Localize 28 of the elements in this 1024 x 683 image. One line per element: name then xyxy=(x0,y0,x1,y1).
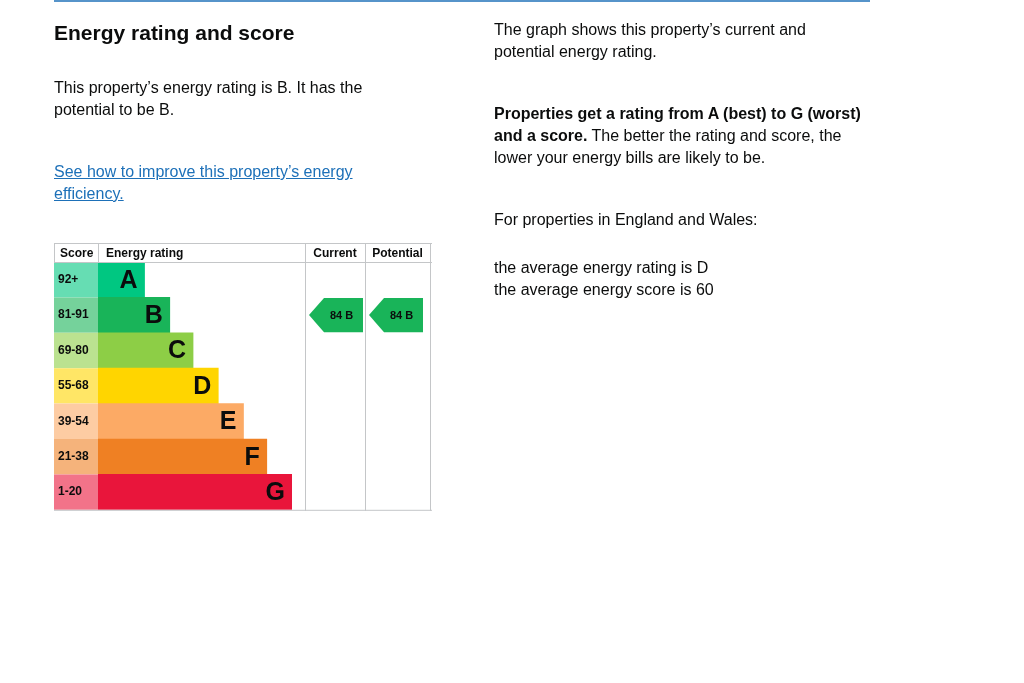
y-tick-label: 1-20 xyxy=(58,484,83,499)
annotation: D xyxy=(193,370,212,399)
y-tick-label: 55-68 xyxy=(58,378,90,393)
text: the average energy score is 60 xyxy=(494,280,715,300)
annotation: C xyxy=(168,335,187,364)
text: See how to improve this property’s energy efficiency. xyxy=(54,163,353,202)
y-tick-label: 39-54 xyxy=(58,413,90,428)
y-axis-title: Score xyxy=(60,245,94,260)
text: Properties get a rating from A (best) to G (worst) and a score. The better the rating and score, the lower your energy bills are likely to be. xyxy=(494,104,862,168)
text: the average energy rating is D xyxy=(494,258,710,278)
chart-subtitle: This property’s energy rating is B. It has the potential to be B. xyxy=(54,78,364,120)
y-tick-label: 21-38 xyxy=(58,449,90,464)
annotation: E xyxy=(219,406,237,435)
chart-title: Energy rating and score xyxy=(54,20,295,46)
annotation: B xyxy=(144,299,163,328)
y-tick-label: 69-80 xyxy=(58,342,90,357)
y-tick-label: 81-91 xyxy=(58,307,90,322)
y-tick-label: 92+ xyxy=(58,272,79,287)
annotation: F xyxy=(244,441,260,470)
x-axis-title: Energy rating xyxy=(106,245,184,260)
text: 84 B xyxy=(329,309,354,322)
text: 84 B xyxy=(389,309,414,322)
text: For properties in England and Wales: xyxy=(494,210,759,230)
text: Current xyxy=(313,245,357,260)
annotation: A xyxy=(119,264,138,293)
text: The graph shows this property’s current and potential energy rating. xyxy=(494,20,807,62)
annotation: G xyxy=(265,476,285,505)
text: Potential xyxy=(372,245,423,260)
